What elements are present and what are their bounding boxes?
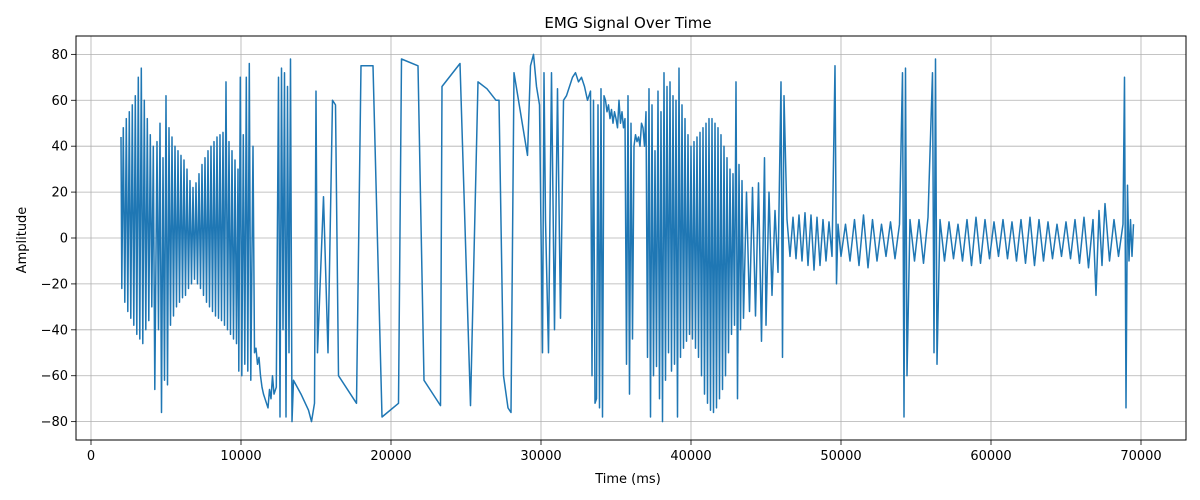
- x-tick-label: 70000: [1120, 449, 1161, 464]
- y-axis-label: Amplitude: [15, 207, 30, 274]
- ticks: 0 10000 20000 30000 40000 50000 60000 70000 −80 −…: [41, 48, 1162, 464]
- y-tick-label: 0: [60, 232, 68, 247]
- plot-area: [120, 53, 1135, 423]
- y-tick-label: 20: [51, 186, 68, 201]
- y-tick-label: 40: [51, 140, 68, 155]
- y-tick-label: 80: [51, 48, 68, 63]
- y-tick-label: −60: [41, 369, 68, 384]
- x-tick-label: 60000: [970, 449, 1011, 464]
- emg-series-line: [120, 53, 1135, 423]
- y-tick-label: −80: [41, 415, 68, 430]
- x-tick-label: 40000: [670, 449, 711, 464]
- y-tick-label: −20: [41, 277, 68, 292]
- x-tick-label: 10000: [220, 449, 261, 464]
- y-tick-label: −40: [41, 323, 68, 338]
- x-tick-label: 0: [87, 449, 95, 464]
- x-tick-label: 50000: [820, 449, 861, 464]
- x-tick-label: 20000: [370, 449, 411, 464]
- chart-title: EMG Signal Over Time: [544, 14, 711, 32]
- x-tick-label: 30000: [520, 449, 561, 464]
- x-axis-label: Time (ms): [594, 472, 661, 487]
- y-tick-label: 60: [51, 94, 68, 109]
